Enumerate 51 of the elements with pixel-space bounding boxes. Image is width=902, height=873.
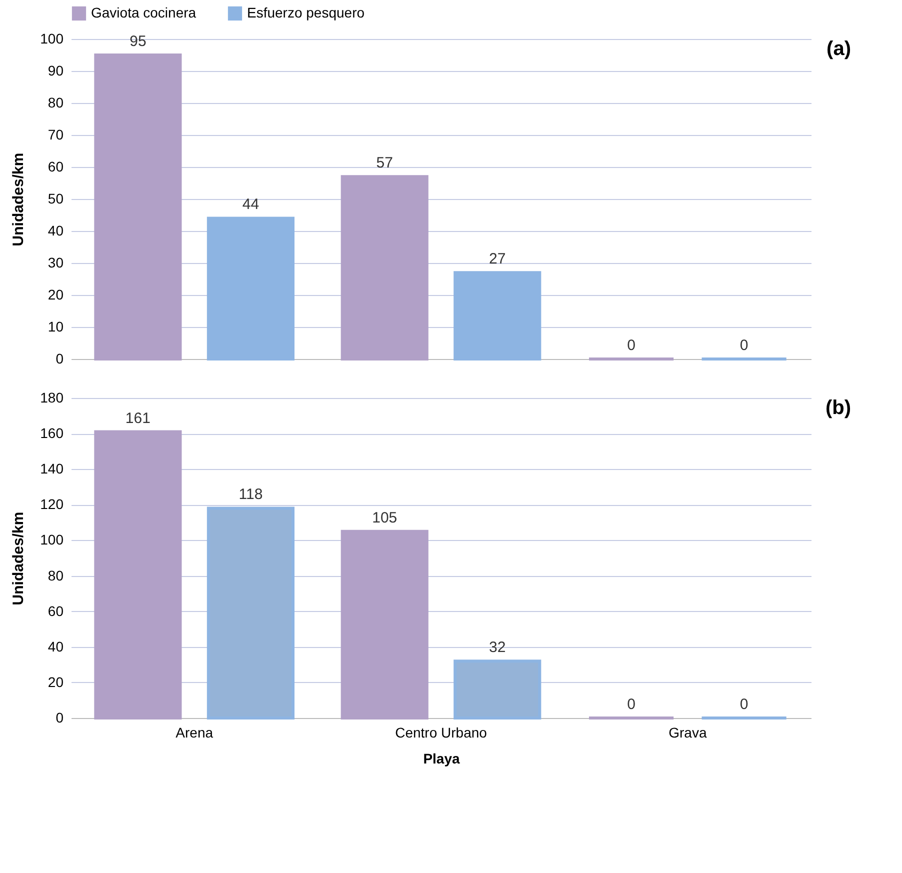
data-label: 44 (242, 196, 260, 214)
bar (206, 506, 294, 720)
y-tick-label: 50 (48, 190, 64, 206)
y-tick-label: 80 (48, 567, 64, 584)
legend-label: Gaviota cocinera (91, 4, 196, 20)
y-tick-label: 100 (40, 30, 64, 46)
y-tick-label: 40 (48, 638, 64, 654)
y-tick-label: 60 (48, 602, 64, 619)
data-label: 161 (125, 410, 150, 427)
y-tick-label: 60 (48, 158, 64, 174)
bar (340, 175, 428, 360)
x-tick-label: Arena (176, 724, 214, 740)
y-tick-label: 40 (48, 222, 64, 238)
data-label: 0 (627, 337, 636, 354)
bar (94, 54, 182, 360)
y-tick-label: 80 (48, 94, 64, 110)
data-label: 32 (489, 639, 506, 656)
y-tick-label: 30 (48, 254, 64, 270)
y-tick-label: 100 (40, 532, 64, 548)
x-axis-title: Playa (423, 750, 460, 766)
data-label: 27 (489, 250, 506, 268)
bar (340, 530, 428, 720)
text: (a) (826, 38, 851, 60)
y-tick-label: 0 (56, 710, 64, 726)
data-label: 105 (372, 509, 398, 526)
y-tick-label: 20 (48, 286, 64, 302)
data-label: 118 (238, 486, 263, 504)
bar (94, 430, 182, 720)
bar (454, 660, 542, 720)
y-tick-label: 140 (40, 460, 64, 477)
data-label: 0 (740, 337, 748, 354)
y-tick-label: 10 (48, 318, 64, 334)
y-tick-label: 180 (40, 390, 64, 406)
bar (206, 216, 294, 360)
y-axis-title: Unidades/km (10, 152, 28, 246)
legend-label: Esfuerzo pesquero (247, 4, 365, 20)
x-tick-label: Centro Urbano (395, 724, 488, 740)
y-tick-label: 120 (40, 496, 64, 512)
data-label: 57 (376, 154, 393, 172)
y-axis-title: Unidades/km (10, 512, 28, 606)
data-label: 95 (130, 33, 146, 50)
y-tick-label: 160 (40, 425, 64, 442)
x-tick-label: Grava (668, 724, 707, 740)
bar (454, 271, 542, 360)
data-label: 0 (627, 696, 636, 713)
y-tick-label: 90 (48, 62, 64, 78)
y-tick-label: 70 (48, 126, 64, 142)
y-tick-label: 20 (48, 674, 64, 690)
y-tick-label: 0 (56, 350, 64, 366)
data-label: 0 (740, 696, 748, 713)
text: (b) (825, 397, 851, 419)
